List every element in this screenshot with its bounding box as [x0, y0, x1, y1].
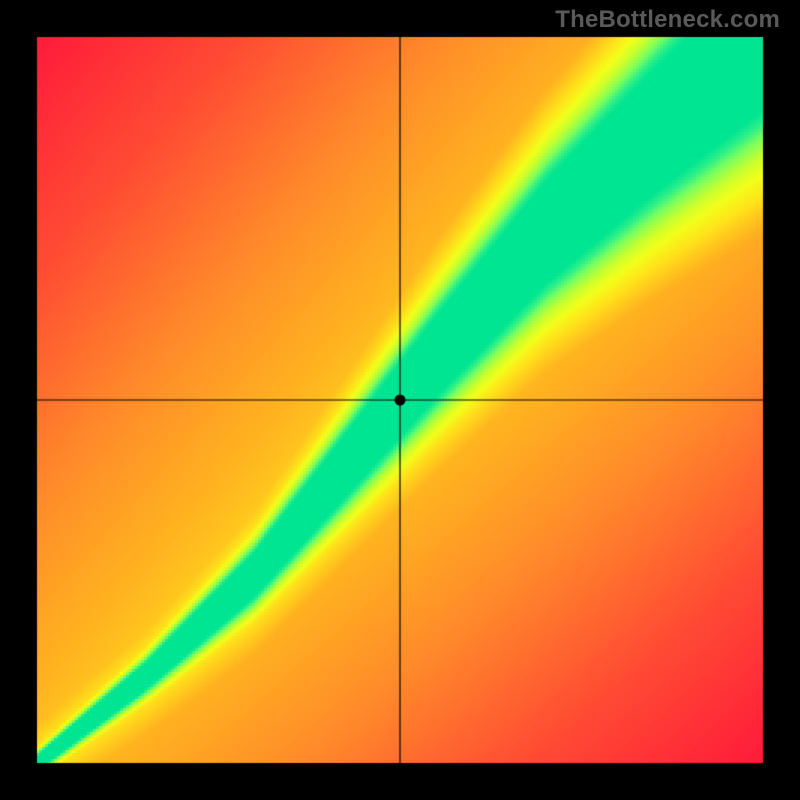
chart-container: TheBottleneck.com: [0, 0, 800, 800]
watermark-text: TheBottleneck.com: [555, 6, 780, 34]
heatmap-canvas: [0, 0, 800, 800]
